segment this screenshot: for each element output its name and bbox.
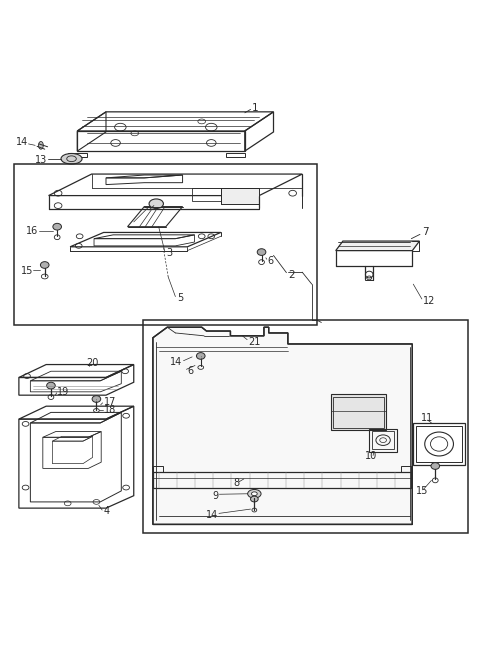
Bar <box>413 423 465 465</box>
Text: 10: 10 <box>365 452 378 461</box>
Ellipse shape <box>149 199 163 208</box>
Text: 12: 12 <box>423 296 436 306</box>
Text: 21: 21 <box>249 337 261 347</box>
Text: 3: 3 <box>166 248 172 258</box>
Polygon shape <box>221 189 259 204</box>
Text: 13: 13 <box>36 155 48 165</box>
Ellipse shape <box>431 463 440 469</box>
Text: 11: 11 <box>421 413 433 423</box>
Ellipse shape <box>47 382 55 389</box>
Bar <box>144 320 468 533</box>
Polygon shape <box>336 241 420 250</box>
Text: 8: 8 <box>234 478 240 488</box>
Bar <box>14 165 317 325</box>
Text: 19: 19 <box>57 387 70 397</box>
Ellipse shape <box>257 249 266 256</box>
Polygon shape <box>153 327 412 525</box>
Text: 20: 20 <box>86 358 98 368</box>
Bar <box>416 426 462 462</box>
Text: 14: 14 <box>170 357 182 367</box>
Ellipse shape <box>251 496 258 502</box>
Ellipse shape <box>252 492 257 496</box>
Text: 15: 15 <box>21 266 33 276</box>
Text: 6: 6 <box>187 367 193 376</box>
Ellipse shape <box>40 262 49 268</box>
Text: 4: 4 <box>104 507 110 517</box>
Text: 9: 9 <box>212 491 218 501</box>
Text: 16: 16 <box>26 226 38 236</box>
Text: 7: 7 <box>422 228 429 238</box>
Text: 17: 17 <box>104 397 116 407</box>
Text: 14: 14 <box>16 137 28 147</box>
Text: 5: 5 <box>177 293 183 303</box>
Ellipse shape <box>92 396 101 402</box>
Ellipse shape <box>248 489 261 498</box>
Ellipse shape <box>196 353 205 359</box>
Text: 18: 18 <box>104 406 116 416</box>
Text: 1: 1 <box>252 103 259 113</box>
Bar <box>372 431 394 450</box>
Ellipse shape <box>61 153 82 164</box>
Text: 14: 14 <box>206 510 218 520</box>
Text: 15: 15 <box>416 486 429 496</box>
Text: 6: 6 <box>268 256 274 266</box>
Bar <box>331 394 386 430</box>
Bar <box>333 396 384 428</box>
Text: 2: 2 <box>288 270 295 280</box>
Bar <box>369 429 397 452</box>
Ellipse shape <box>53 223 61 230</box>
Ellipse shape <box>38 141 43 149</box>
